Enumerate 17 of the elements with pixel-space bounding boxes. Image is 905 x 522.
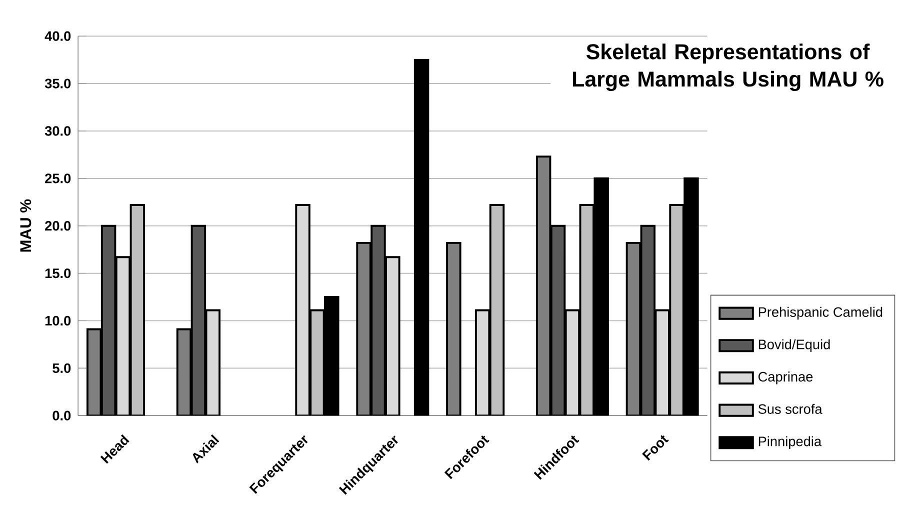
text: Skeletal Representations of Large Mammals Using MAU % <box>572 44 884 92</box>
y-tick-label: 0.0 <box>52 410 71 420</box>
y-tick-label: 40.0 <box>44 31 71 41</box>
y-axis-title: MAU % <box>20 199 32 252</box>
y-tick-label: 30.0 <box>44 126 71 136</box>
legend-label: Bovid/Equid <box>758 339 830 352</box>
y-tick-label: 10.0 <box>45 316 71 326</box>
y-tick-label: 20.0 <box>45 221 71 231</box>
bar <box>414 58 430 416</box>
y-tick-label: 5.0 <box>52 363 71 374</box>
y-tick-label: 25.0 <box>45 174 71 184</box>
legend-label: Pinnipedia <box>758 436 822 449</box>
y-tick-label: 35.0 <box>44 78 71 88</box>
legend-label: Prehispanic Camelid <box>758 306 882 320</box>
y-tick-label: 15.0 <box>45 268 71 278</box>
legend-label: Caprinae <box>758 372 813 384</box>
legend-label: Sus scrofa <box>758 404 822 414</box>
